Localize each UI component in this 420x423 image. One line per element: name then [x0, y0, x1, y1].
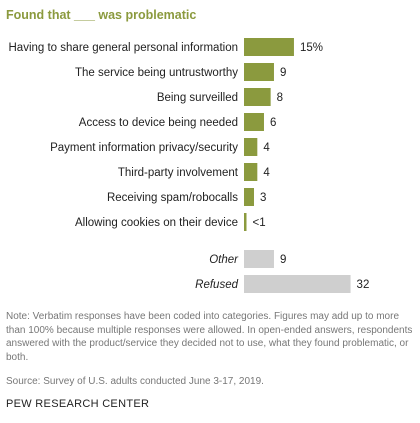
- value-label: 9: [280, 67, 286, 79]
- value-label: 4: [263, 167, 270, 179]
- bar: [244, 250, 274, 268]
- value-label: 15%: [300, 42, 323, 54]
- bar-chart: Having to share general personal informa…: [9, 38, 370, 293]
- note-text: Note: Verbatim responses have been coded…: [6, 311, 413, 363]
- bar: [244, 138, 258, 156]
- bar: [244, 88, 271, 106]
- category-label: Refused: [195, 279, 238, 291]
- chart-source: Source: Survey of U.S. adults conducted …: [6, 376, 264, 387]
- brand-name: PEW RESEARCH CENTER: [6, 398, 150, 410]
- bar: [244, 188, 254, 206]
- category-label: Receiving spam/robocalls: [107, 192, 238, 204]
- bar: [244, 213, 247, 231]
- bar: [244, 163, 258, 181]
- chart-title: Found that ___ was problematic: [6, 8, 197, 22]
- category-label: Access to device being needed: [79, 117, 238, 129]
- bar: [244, 63, 274, 81]
- chart-note: Note: Verbatim responses have been coded…: [6, 310, 414, 364]
- category-label: Third-party involvement: [118, 167, 239, 179]
- category-label: The service being untrustworthy: [75, 67, 238, 79]
- value-label: 32: [357, 279, 370, 291]
- bar: [244, 38, 294, 56]
- value-label: 6: [270, 117, 276, 129]
- category-label: Being surveilled: [157, 92, 238, 104]
- category-label: Payment information privacy/security: [50, 142, 238, 154]
- bar: [244, 113, 264, 131]
- bar: [244, 275, 351, 293]
- value-label: 8: [277, 92, 283, 104]
- value-label: <1: [253, 217, 266, 229]
- category-label: Allowing cookies on their device: [75, 217, 238, 229]
- category-label: Having to share general personal informa…: [9, 42, 239, 54]
- value-label: 3: [260, 192, 266, 204]
- value-label: 9: [280, 254, 286, 266]
- category-label: Other: [209, 254, 239, 266]
- value-label: 4: [263, 142, 270, 154]
